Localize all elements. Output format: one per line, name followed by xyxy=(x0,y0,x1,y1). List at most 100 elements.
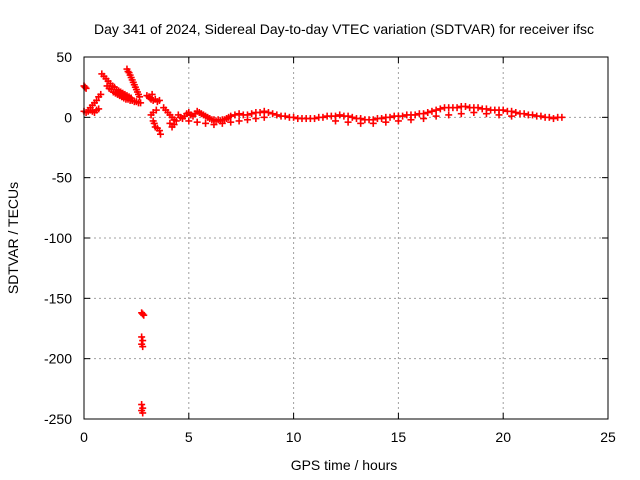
data-point xyxy=(436,105,444,113)
data-point xyxy=(157,130,165,138)
data-point xyxy=(139,409,147,417)
data-point xyxy=(155,127,163,135)
data-point xyxy=(386,113,394,121)
data-point xyxy=(235,117,243,125)
data-point xyxy=(499,106,507,114)
data-point xyxy=(461,102,469,110)
data-point xyxy=(394,117,402,125)
data-point xyxy=(235,110,243,118)
data-point xyxy=(411,111,419,119)
x-tick-label: 0 xyxy=(80,429,88,445)
data-point xyxy=(124,67,132,75)
y-tick-label: -200 xyxy=(44,351,72,367)
data-point xyxy=(558,113,566,121)
data-point xyxy=(281,112,289,120)
y-axis-title: SDTVAR / TECUs xyxy=(5,182,21,294)
data-point xyxy=(155,96,163,104)
data-point xyxy=(378,115,386,123)
data-point xyxy=(166,119,174,127)
data-point xyxy=(537,112,545,120)
x-tick-label: 15 xyxy=(391,429,407,445)
x-axis-title: GPS time / hours xyxy=(291,457,398,473)
data-point xyxy=(260,107,268,115)
y-tick-label: -150 xyxy=(44,290,72,306)
data-point xyxy=(348,113,356,121)
data-point xyxy=(512,109,520,117)
chart-title: Day 341 of 2024, Sidereal Day-to-day VTE… xyxy=(94,21,594,37)
data-point xyxy=(520,110,528,118)
data-point xyxy=(482,110,490,118)
data-point xyxy=(252,115,260,123)
data-point xyxy=(445,111,453,119)
data-point xyxy=(146,94,154,102)
x-tick-label: 20 xyxy=(495,429,511,445)
data-point xyxy=(344,112,352,120)
x-tick-label: 10 xyxy=(286,429,302,445)
data-point xyxy=(269,110,277,118)
data-point xyxy=(495,111,503,119)
data-point xyxy=(97,90,105,98)
data-point xyxy=(150,119,158,127)
data-point xyxy=(332,117,340,125)
data-point xyxy=(382,118,390,126)
data-point xyxy=(95,105,103,113)
data-point xyxy=(170,121,178,129)
data-point xyxy=(399,112,407,120)
data-point xyxy=(474,104,482,112)
data-point xyxy=(457,110,465,118)
data-point xyxy=(357,119,365,127)
data-point xyxy=(227,112,235,120)
y-tick-label: 50 xyxy=(56,49,72,65)
data-point xyxy=(138,309,146,317)
data-point xyxy=(138,401,146,409)
data-point xyxy=(470,109,478,117)
data-point xyxy=(432,106,440,114)
data-point xyxy=(243,116,251,124)
data-point xyxy=(529,111,537,119)
x-tick-label: 25 xyxy=(600,429,616,445)
data-point xyxy=(137,99,145,107)
y-tick-label: -250 xyxy=(44,411,72,427)
data-point xyxy=(202,119,210,127)
data-point xyxy=(172,117,180,125)
data-point xyxy=(311,115,319,123)
data-point xyxy=(148,90,156,98)
data-point xyxy=(260,113,268,121)
data-point xyxy=(369,119,377,127)
data-point xyxy=(227,118,235,126)
data-point xyxy=(428,107,436,115)
data-point xyxy=(432,112,440,120)
data-point xyxy=(185,117,193,125)
axis-ticks: 0 5 10 15 20 25 50 0 -50 -100 -150 -200 -250 xyxy=(44,49,616,445)
data-point xyxy=(319,113,327,121)
data-point xyxy=(453,104,461,112)
data-point xyxy=(344,118,352,126)
data-point xyxy=(139,343,147,351)
data-point xyxy=(218,119,226,127)
data-point xyxy=(81,83,89,91)
data-point xyxy=(139,310,147,318)
data-point xyxy=(290,113,298,121)
data-point xyxy=(152,106,160,114)
data-points xyxy=(80,65,566,417)
y-tick-label: 0 xyxy=(64,109,72,125)
data-point xyxy=(136,93,144,101)
data-point xyxy=(336,111,344,119)
data-point xyxy=(93,96,101,104)
data-point xyxy=(508,112,516,120)
data-point xyxy=(407,116,415,124)
data-point xyxy=(256,109,264,117)
data-point xyxy=(248,110,256,118)
data-point xyxy=(210,121,218,129)
data-point xyxy=(231,111,239,119)
x-tick-label: 5 xyxy=(185,429,193,445)
y-tick-label: -50 xyxy=(52,170,72,186)
data-point xyxy=(139,337,147,345)
data-point xyxy=(550,115,558,123)
data-point xyxy=(545,113,553,121)
data-point xyxy=(273,111,281,119)
data-point xyxy=(424,109,432,117)
data-point xyxy=(138,333,146,341)
data-point xyxy=(264,109,272,117)
y-tick-label: -100 xyxy=(44,230,72,246)
